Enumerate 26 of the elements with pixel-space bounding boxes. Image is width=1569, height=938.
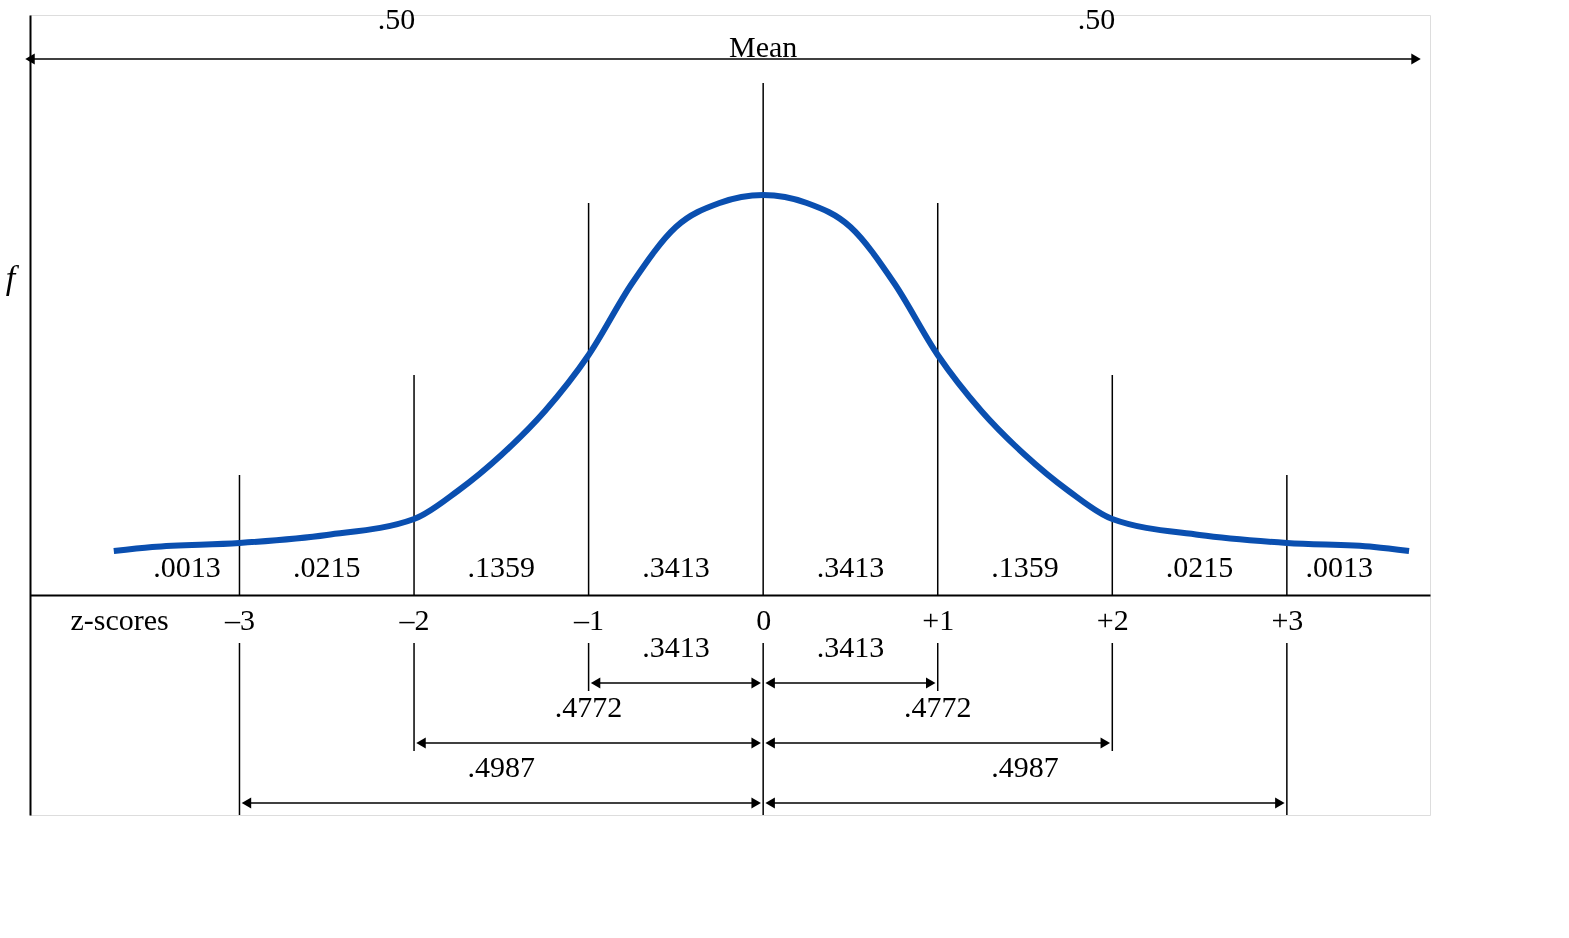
text: .50: [377, 2, 416, 35]
text: .4772: [554, 690, 623, 723]
x-tick-label: –1: [573, 602, 605, 636]
annotation: .0215: [1165, 550, 1234, 583]
x-tick-label: +1: [922, 602, 955, 636]
text: Mean: [729, 30, 798, 63]
text: .4987: [991, 750, 1059, 783]
x-tick-label: 0: [756, 602, 772, 636]
annotation: .3413: [816, 550, 885, 583]
text: .50: [1077, 2, 1116, 35]
x-axis-title: z-scores: [70, 602, 169, 636]
text: .3413: [642, 630, 710, 663]
text: .4772: [903, 690, 972, 723]
x-tick-label: +2: [1096, 602, 1129, 636]
x-tick-label: –2: [398, 602, 430, 636]
annotation: .1359: [467, 550, 536, 583]
annotation: .1359: [991, 550, 1059, 583]
annotation: .0013: [153, 550, 221, 583]
x-tick-label: –3: [223, 602, 255, 636]
annotation: .0013: [1305, 550, 1373, 583]
text: .4987: [467, 750, 536, 783]
annotation: .0215: [293, 550, 361, 583]
annotation: .3413: [642, 550, 710, 583]
y-axis-title: f: [5, 258, 20, 296]
x-tick-label: +3: [1271, 602, 1304, 636]
text: .3413: [816, 630, 885, 663]
